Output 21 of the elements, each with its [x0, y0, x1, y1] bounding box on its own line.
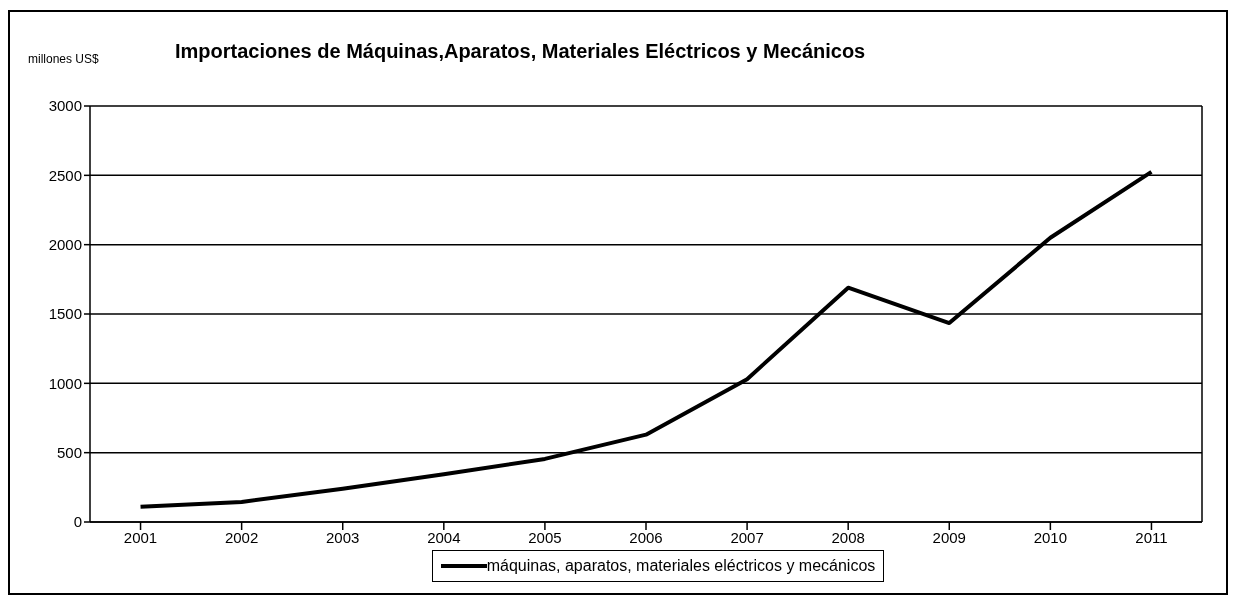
y-tick-label: 0: [73, 513, 82, 531]
x-tick-label: 2011: [1135, 528, 1168, 546]
x-tick-label: 2010: [1033, 528, 1068, 546]
y-tick-label: 1000: [48, 374, 82, 392]
y-tick-label: 500: [56, 443, 82, 461]
x-tick-label: 2008: [831, 528, 865, 546]
y-tick-label: 2000: [48, 235, 82, 253]
chart-title: Importaciones de Máquinas,Aparatos, Materiales Eléctricos y Mecánicos: [175, 40, 866, 63]
y-axis-title: millones US$: [28, 52, 99, 66]
y-tick-label: 2500: [48, 166, 82, 184]
x-tick-label: 2004: [427, 528, 461, 546]
x-tick-label: 2003: [326, 528, 360, 546]
legend-label: máquinas, aparatos, materiales eléctricos y mecánicos: [486, 557, 876, 575]
x-tick-label: 2007: [730, 528, 764, 546]
x-tick-label: 2006: [629, 528, 663, 546]
y-tick-label: 3000: [48, 97, 82, 115]
x-tick-label: 2005: [528, 528, 562, 546]
x-tick-label: 2002: [224, 528, 259, 546]
y-tick-label: 1500: [48, 305, 82, 323]
x-tick-label: 2009: [932, 528, 966, 546]
x-tick-label: 2001: [123, 528, 158, 546]
